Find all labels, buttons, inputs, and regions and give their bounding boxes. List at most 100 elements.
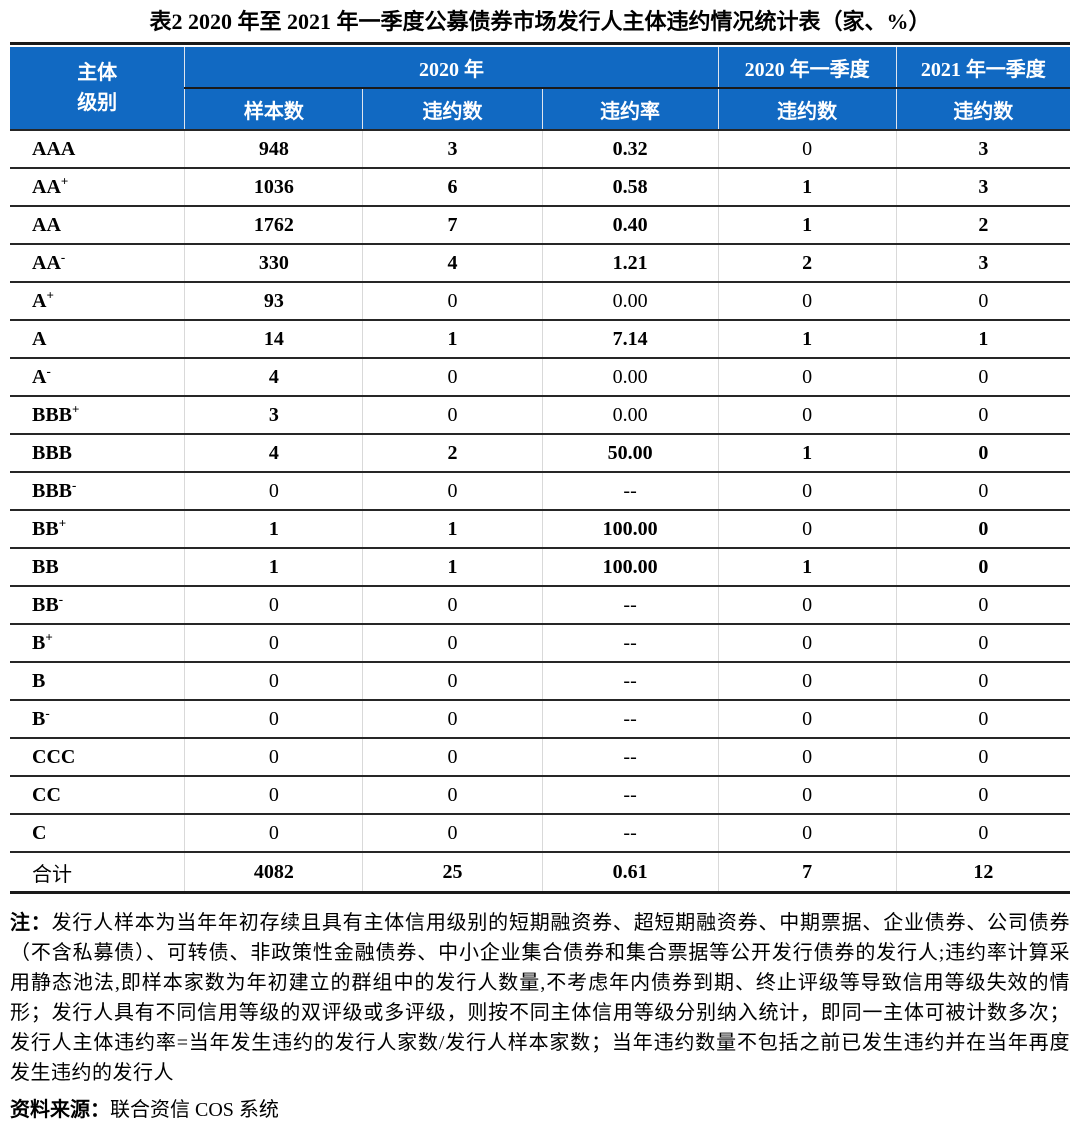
notes-paragraph: 注：发行人样本为当年年初存续且具有主体信用级别的短期融资券、超短期融资券、中期票… [10,908,1070,1088]
table-row: AA- 330 4 1.21 2 3 [10,243,1070,282]
value-cell: 1 [895,319,1070,358]
header-sub-default-rate: 违约率 [541,87,719,130]
rating-superscript: - [46,362,51,378]
value-cell: 1 [717,167,897,206]
value-cell: 0 [895,433,1070,472]
table-body: AAA 948 3 0.32 0 3 AA+ 1036 6 0.58 1 3 AA 1762 7 0.40 1 2… [10,129,1070,893]
value-cell: 3 [362,129,543,168]
rating-label-cell: B- [10,699,185,738]
value-cell: 0 [717,395,897,434]
value-cell: 0 [717,471,897,510]
table-row: BB 1 1 100.00 1 0 [10,547,1070,586]
header-q1-2020-cell: 2020 年一季度 [717,47,897,89]
value-cell: 0 [184,585,363,624]
table-row: AA+ 1036 6 0.58 1 3 [10,167,1070,206]
table-row: A+ 93 0 0.00 0 0 [10,281,1070,320]
value-cell: 0.58 [541,167,719,206]
value-cell: 0 [717,737,897,776]
header-row-2: 样本数 违约数 违约率 违约数 违约数 [10,87,1070,130]
value-cell: -- [541,623,719,662]
value-cell: 0 [184,699,363,738]
value-cell: 1 [717,547,897,586]
rating-label-cell: CCC [10,737,185,776]
rating-label-cell: C [10,813,185,852]
value-cell: 25 [362,851,543,893]
value-cell: 0 [717,281,897,320]
value-cell: 0 [362,775,543,814]
header-q1-2021-cell: 2021 年一季度 [895,47,1070,89]
value-cell: 1.21 [541,243,719,282]
rating-base: A [32,327,47,350]
value-cell: 0 [362,699,543,738]
table-top-rule [10,42,1070,45]
header-entity-line1: 主体 [77,62,118,84]
total-label: 合计 [10,851,185,893]
rating-base: BB [32,593,59,616]
rating-label-cell: BBB+ [10,395,185,434]
rating-base: CC [32,783,61,806]
value-cell: 1 [717,319,897,358]
value-cell: -- [541,585,719,624]
rating-label-cell: BB [10,547,185,586]
rating-label-cell: B [10,661,185,700]
rating-label-cell: A [10,319,185,358]
value-cell: 0 [717,623,897,662]
value-cell: 1 [362,547,543,586]
rating-label-cell: AA+ [10,167,185,206]
value-cell: 6 [362,167,543,206]
source-line: 资料来源：联合资信 COS 系统 [10,1096,1070,1124]
value-cell: 0 [895,509,1070,548]
rating-base: AA [32,251,61,274]
value-cell: 14 [184,319,363,358]
value-cell: 330 [184,243,363,282]
value-cell: 0.00 [541,395,719,434]
rating-base: B [32,707,46,730]
table-row: CC 0 0 -- 0 0 [10,775,1070,814]
header-row-1: 主体 级别 2020 年 2020 年一季度 2021 年一季度 [10,47,1070,130]
table-row: AA 1762 7 0.40 1 2 [10,205,1070,244]
value-cell: 2 [362,433,543,472]
rating-base: BBB [32,441,73,464]
table-row: B+ 0 0 -- 0 0 [10,623,1070,662]
rating-base: AA [32,213,61,236]
value-cell: 1 [184,547,363,586]
value-cell: 0 [717,357,897,396]
rating-base: B [32,669,46,692]
value-cell: 1036 [184,167,363,206]
rating-base: BBB [32,479,73,502]
rating-base: AA [32,175,61,198]
rating-superscript: - [72,476,77,492]
value-cell: 3 [184,395,363,434]
rating-base: CCC [32,745,76,768]
default-statistics-table: 主体 级别 2020 年 2020 年一季度 2021 年一季度 样本数 违约数… [10,47,1070,894]
value-cell: 0 [895,395,1070,434]
rating-label-cell: CC [10,775,185,814]
rating-label-cell: AAA [10,129,185,168]
value-cell: 7.14 [541,319,719,358]
value-cell: 0 [362,623,543,662]
value-cell: 4082 [184,851,363,893]
value-cell: 0 [717,585,897,624]
value-cell: 3 [895,243,1070,282]
value-cell: 0 [895,813,1070,852]
value-cell: 0 [362,585,543,624]
header-2020-group-cell: 2020 年 [184,47,719,89]
value-cell: 7 [362,205,543,244]
rating-label-cell: BBB [10,433,185,472]
value-cell: 1 [184,509,363,548]
total-row: 合计 4082 25 0.61 7 12 [10,851,1070,893]
rating-superscript: - [45,704,50,720]
source-text: 联合资信 COS 系统 [110,1099,279,1121]
value-cell: 0 [895,281,1070,320]
rating-base: A [32,289,47,312]
value-cell: 0 [895,775,1070,814]
rating-label-cell: BB- [10,585,185,624]
header-sub-q1-2021-count: 违约数 [895,87,1070,130]
rating-base: BB [32,555,59,578]
value-cell: 1 [717,433,897,472]
rating-base: A [32,365,47,388]
header-entity-line2: 级别 [77,92,118,114]
rating-superscript: + [60,172,69,188]
rating-superscript: - [58,590,64,606]
table-row: C 0 0 -- 0 0 [10,813,1070,852]
